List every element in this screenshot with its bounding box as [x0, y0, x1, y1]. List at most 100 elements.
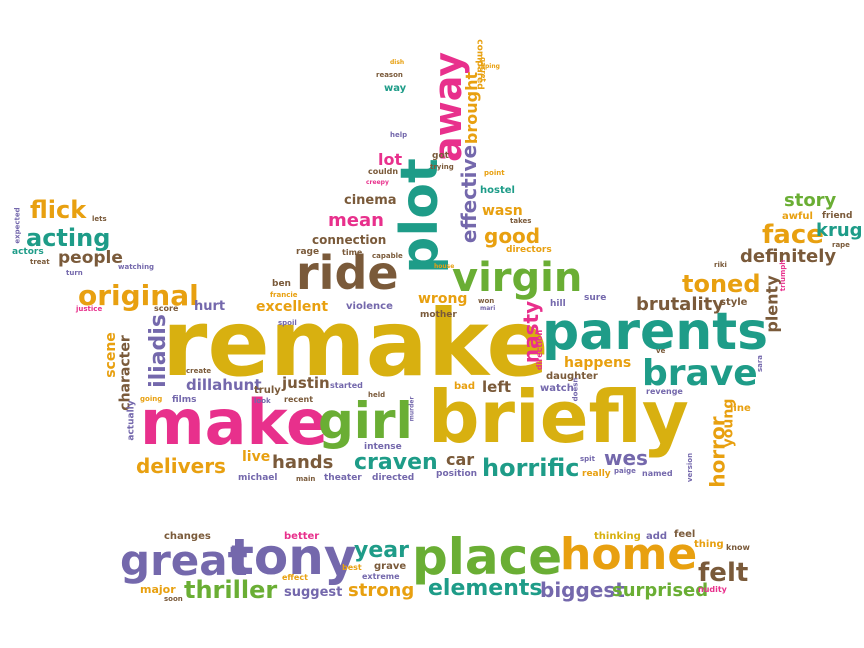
word-suggest: suggest [284, 585, 343, 600]
word-original: original [78, 279, 199, 312]
word-look: look [254, 397, 271, 405]
word-actually: actually [126, 400, 137, 441]
word-place: place [412, 528, 563, 586]
word-point: point [484, 169, 505, 177]
word-happens: happens [564, 355, 632, 371]
word-named: named [642, 469, 673, 478]
word-really: really [582, 469, 611, 479]
word-dish: dish [390, 59, 405, 66]
word-live: live [242, 449, 271, 465]
word-tony: tony [230, 528, 357, 586]
word-make: make [140, 386, 329, 459]
word-add: add [646, 531, 668, 542]
word-treat: treat [30, 258, 50, 266]
word-better: better [284, 531, 320, 542]
word-creepy: creepy [366, 179, 389, 186]
word-remake: remake [162, 290, 549, 397]
word-briefly: briefly [428, 375, 689, 459]
word-changes: changes [164, 531, 211, 542]
word-strong: strong [348, 580, 415, 601]
word-hill: hill [550, 299, 566, 309]
word-wes: wes [604, 446, 648, 470]
word-awful: awful [782, 211, 813, 222]
word-friend: friend [822, 211, 853, 221]
word-car: car [446, 450, 475, 469]
word-way: way [384, 83, 407, 94]
word-turn: turn [66, 269, 83, 277]
word-know: know [726, 543, 750, 552]
word-takes: takes [510, 217, 532, 225]
word-elements: elements [428, 576, 543, 601]
word-great: great [120, 536, 248, 585]
word-revenge: revenge [646, 387, 683, 396]
word-nudity: nudity [698, 585, 727, 594]
word-thriller: thriller [184, 576, 278, 604]
word-delivers: delivers [136, 454, 226, 478]
word-watching: watching [118, 263, 155, 271]
word-mari: mari [480, 305, 496, 312]
word-daughter: daughter [546, 371, 598, 382]
word-effect: effect [282, 573, 308, 582]
word-definitely: definitely [740, 246, 837, 267]
word-girl: girl [318, 392, 413, 450]
word-held: held [368, 391, 386, 399]
word-truly: truly [254, 385, 281, 396]
word-justice: justice [76, 305, 103, 313]
word-mother: mother [420, 310, 457, 320]
word-theater: theater [324, 473, 362, 483]
word-rape: rape [832, 241, 850, 249]
word-capable: capable [372, 252, 403, 260]
word-scene: scene [102, 332, 119, 378]
word-watch: watch [540, 383, 574, 394]
word-ride: ride [296, 246, 399, 300]
word-rage: rage [296, 247, 320, 257]
word-michael: michael [238, 473, 278, 483]
word-surprised: surprised [612, 580, 709, 601]
word-spit: spit [580, 455, 595, 463]
word-going: going [140, 395, 163, 403]
word-house: house [434, 263, 455, 270]
word-violence: violence [346, 301, 393, 312]
word-paige: paige [614, 467, 636, 475]
word-story: story [784, 190, 837, 211]
word-feel: feel [674, 529, 696, 540]
word-started: started [330, 381, 363, 390]
word-directors: directors [506, 245, 552, 255]
word-sure: sure [584, 293, 607, 303]
word-triumph: triumph [779, 259, 788, 292]
word-reason: reason [376, 71, 403, 79]
word-doesn: doesn [571, 377, 580, 402]
word-create: create [186, 367, 212, 375]
word-good: good [484, 224, 541, 248]
word-krug: krug [816, 220, 863, 241]
word-biggest: biggest [540, 578, 625, 602]
word-bad: bad [454, 381, 476, 392]
word-trying: trying [430, 163, 454, 171]
word-cinema: cinema [344, 193, 397, 208]
word-thinking: thinking [594, 531, 641, 542]
word-murder: murder [408, 396, 416, 422]
word-time: time [342, 248, 363, 257]
word-couldn: couldn [368, 167, 399, 176]
word-score: score [154, 304, 179, 313]
word-actors: actors [12, 247, 44, 257]
word-wasn: wasn [482, 203, 523, 219]
word-craven: craven [354, 450, 438, 475]
word-horrific: horrific [482, 454, 580, 482]
word-justin: justin [282, 374, 330, 392]
word-major: major [140, 583, 176, 596]
word-style: style [720, 297, 748, 308]
word-brutality: brutality [636, 294, 725, 315]
word-acting: acting [26, 224, 111, 252]
word-hurt: hurt [194, 299, 226, 314]
word-sara: sara [756, 354, 765, 373]
word-main: main [296, 475, 316, 483]
word-iliadis: iliadis [145, 314, 171, 388]
word-left: left [482, 378, 512, 396]
word-version: version [686, 452, 695, 483]
word-soon: soon [164, 595, 183, 603]
word-line: line [730, 403, 751, 414]
word-brave: brave [642, 353, 758, 394]
word-people: people [58, 248, 123, 268]
